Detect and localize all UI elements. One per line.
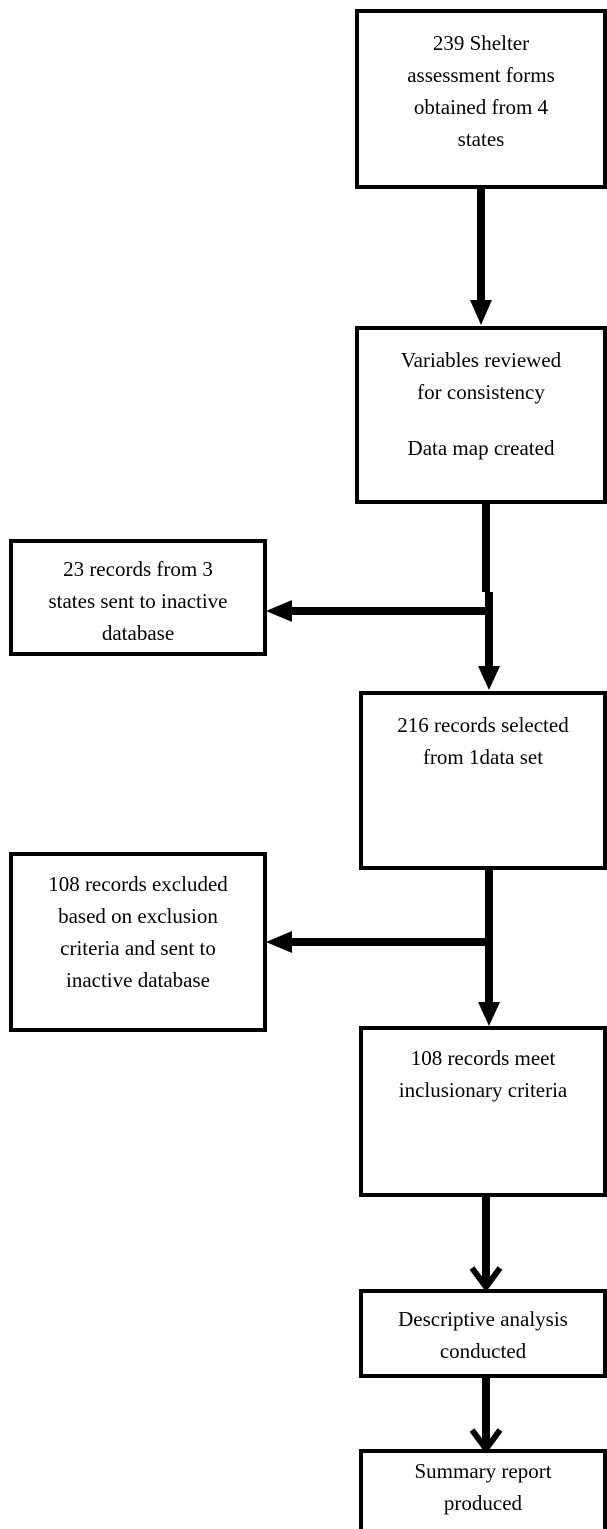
node-forms-line-4: states [457, 127, 505, 151]
node-forms-line-1: 239 Shelter [432, 31, 530, 55]
node-variables-line-1: Variables reviewed [400, 348, 562, 372]
arrow-to-excluded [266, 931, 489, 953]
node-excluded-line-2: based on exclusion [58, 904, 218, 928]
node-summary-line-2: produced [443, 1491, 523, 1515]
node-inactive1: 23 records from 3 states sent to inactiv… [9, 539, 267, 656]
node-selected: 216 records selected from 1data set [359, 691, 607, 870]
arrow-variables-to-selected [478, 503, 500, 690]
connectors [266, 187, 503, 1455]
node-summary-line-1: Summary report [414, 1459, 552, 1483]
arrow-forms-to-variables [470, 187, 492, 325]
node-variables-line-2: for consistency [417, 380, 545, 404]
node-inactive1-line-2: states sent to inactive [48, 589, 228, 613]
node-inactive1-line-3: database [101, 621, 175, 645]
node-excluded-line-3: criteria and sent to [60, 936, 216, 960]
node-meet-line-2: inclusionary criteria [398, 1078, 568, 1102]
node-selected-line-1: 216 records selected [397, 713, 569, 737]
node-meet: 108 records meet inclusionary criteria [359, 1026, 607, 1197]
node-forms-line-3: obtained from 4 [413, 95, 549, 119]
node-variables-extra: Data map created [407, 436, 555, 460]
node-analysis-line-1: Descriptive analysis [398, 1307, 568, 1331]
node-excluded: 108 records excluded based on exclusion … [9, 852, 267, 1032]
arrow-analysis-to-summary [469, 1377, 503, 1455]
arrow-meet-to-analysis [469, 1196, 503, 1293]
node-forms-line-2: assessment forms [407, 63, 555, 87]
node-summary: Summary report produced [359, 1449, 607, 1529]
flowchart: 239 Shelter assessment forms obtained fr… [9, 9, 607, 1529]
node-analysis: Descriptive analysis conducted [359, 1289, 607, 1378]
node-excluded-line-4: inactive database [65, 968, 210, 992]
node-meet-line-1: 108 records meet [410, 1046, 556, 1070]
arrow-selected-to-meet [478, 869, 500, 1026]
node-selected-line-2: from 1data set [422, 745, 544, 769]
node-variables: Variables reviewed for consistency Data … [355, 326, 607, 504]
node-analysis-line-2: conducted [439, 1339, 527, 1363]
node-inactive1-line-1: 23 records from 3 [63, 557, 213, 581]
arrow-to-inactive1 [266, 600, 489, 622]
node-forms: 239 Shelter assessment forms obtained fr… [355, 9, 607, 189]
node-excluded-line-1: 108 records excluded [48, 872, 228, 896]
